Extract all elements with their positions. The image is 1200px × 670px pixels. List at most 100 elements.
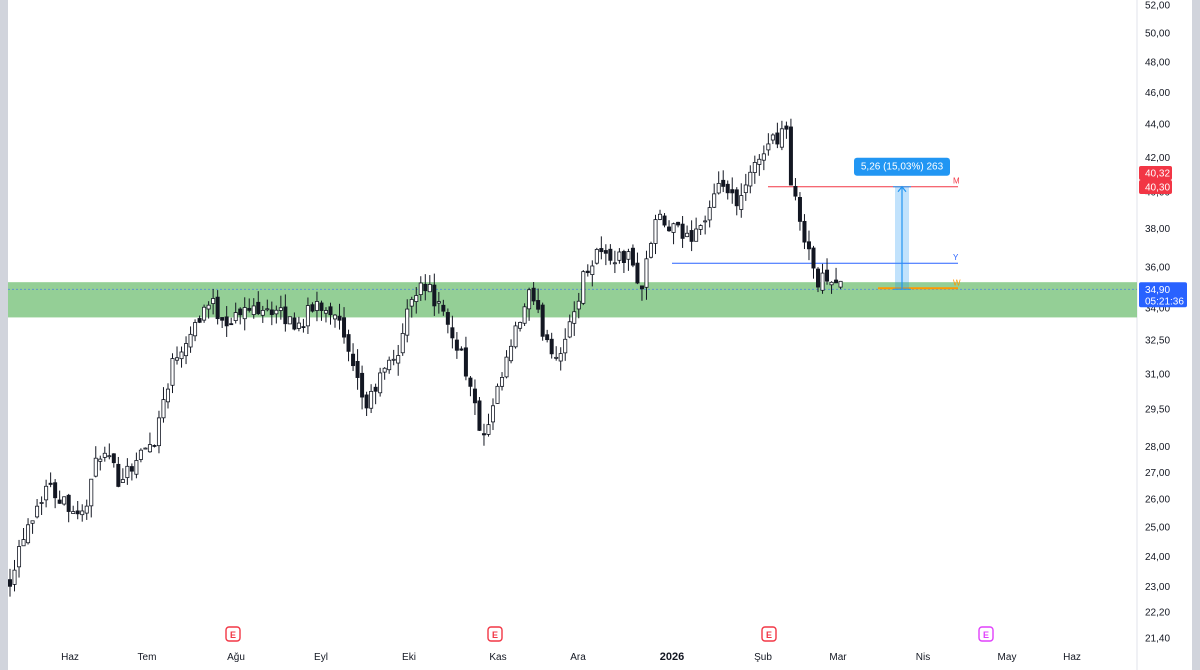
candle <box>7 568 12 597</box>
candle-body <box>540 304 545 337</box>
candle-body <box>490 405 495 423</box>
candle <box>310 302 315 313</box>
candle <box>129 463 134 481</box>
candle <box>107 443 112 460</box>
candle <box>57 490 62 504</box>
earnings-icon-letter: E <box>983 630 989 640</box>
candle <box>21 527 26 547</box>
candle <box>333 314 338 328</box>
candle-body <box>184 343 189 357</box>
time-axis[interactable]: Haz Tem Ağu Eyl Eki Kas Ara 2026 Şub Mar Nis May Haz <box>61 651 1081 663</box>
candle <box>296 316 301 332</box>
measure-layer[interactable]: 5,26 (15,03%) 263 <box>854 157 950 290</box>
candle <box>269 301 274 326</box>
candle <box>265 299 270 312</box>
candle-body <box>698 225 703 230</box>
candle-body <box>454 339 459 351</box>
measure-label-box[interactable] <box>854 157 950 176</box>
candle <box>125 458 130 485</box>
candle <box>486 413 491 437</box>
candle-body <box>834 279 839 284</box>
candle <box>806 230 811 261</box>
candle-body <box>427 284 432 293</box>
candle <box>215 290 220 325</box>
price-tick-label: 44,00 <box>1145 120 1170 131</box>
time-tick-label: Eki <box>402 652 416 663</box>
price-badge-label: 40,32 <box>1145 169 1170 180</box>
candle-body <box>265 308 270 311</box>
candle-body <box>328 306 333 316</box>
candle-body <box>206 304 211 310</box>
candle <box>820 263 825 294</box>
candle-body <box>175 357 180 361</box>
candle-body <box>806 241 811 250</box>
level-label-m: M <box>953 177 960 186</box>
price-tick-label: 29,50 <box>1145 405 1170 416</box>
earnings-icon[interactable]: E <box>487 626 503 642</box>
candle-body <box>30 520 35 524</box>
candle <box>423 274 428 301</box>
candle-body <box>229 323 234 326</box>
earnings-icon[interactable]: E <box>761 626 777 642</box>
candle <box>75 500 80 520</box>
candle-body <box>346 334 351 352</box>
candle <box>770 133 775 145</box>
candle <box>689 220 694 252</box>
candle-body <box>829 281 834 286</box>
candle-body <box>211 298 216 304</box>
candle <box>305 297 310 334</box>
candle-body <box>468 377 473 387</box>
price-badge-label: 40,30 <box>1145 183 1170 194</box>
candle <box>775 122 780 149</box>
candle <box>621 249 626 274</box>
candle <box>278 295 283 320</box>
earnings-icon[interactable]: E <box>225 626 241 642</box>
candle-body <box>220 317 225 321</box>
candle-body <box>459 348 464 351</box>
earnings-icon-letter: E <box>492 630 498 640</box>
candle-body <box>274 309 279 315</box>
candle-body <box>495 385 500 404</box>
countdown-label: 05:21:36 <box>1145 296 1184 307</box>
candle <box>766 133 771 156</box>
candle-body <box>224 316 229 327</box>
earnings-icon[interactable]: E <box>978 626 994 642</box>
price-tick-label: 28,00 <box>1145 442 1170 453</box>
candle <box>594 247 599 265</box>
candle-body <box>66 494 71 512</box>
candle-body <box>594 249 599 264</box>
candle <box>44 479 49 508</box>
price-tick-label: 36,00 <box>1145 263 1170 274</box>
candle <box>35 498 40 519</box>
candle <box>301 318 306 333</box>
candle-body <box>558 353 563 362</box>
candle <box>323 307 328 323</box>
candle-body <box>382 367 387 373</box>
candle-body <box>694 228 699 242</box>
candle-body <box>825 269 830 282</box>
candle-body <box>779 128 784 148</box>
candle-body <box>730 189 735 194</box>
candle <box>504 350 509 379</box>
candle-body <box>617 251 622 261</box>
candle-body <box>351 353 356 367</box>
candle-body <box>287 316 292 325</box>
candle <box>662 213 667 228</box>
price-tick-label: 48,00 <box>1145 58 1170 69</box>
candle <box>612 250 617 274</box>
candle <box>694 217 699 242</box>
time-tick-label: May <box>998 652 1017 663</box>
candle <box>111 453 116 468</box>
candle-body <box>527 289 532 310</box>
candle-body <box>567 321 572 338</box>
candle-body <box>445 312 450 325</box>
candle <box>211 288 216 315</box>
candle <box>30 520 35 534</box>
candle-body <box>635 262 640 284</box>
candle <box>635 252 640 285</box>
candle-body <box>165 388 170 403</box>
candle <box>98 455 103 471</box>
